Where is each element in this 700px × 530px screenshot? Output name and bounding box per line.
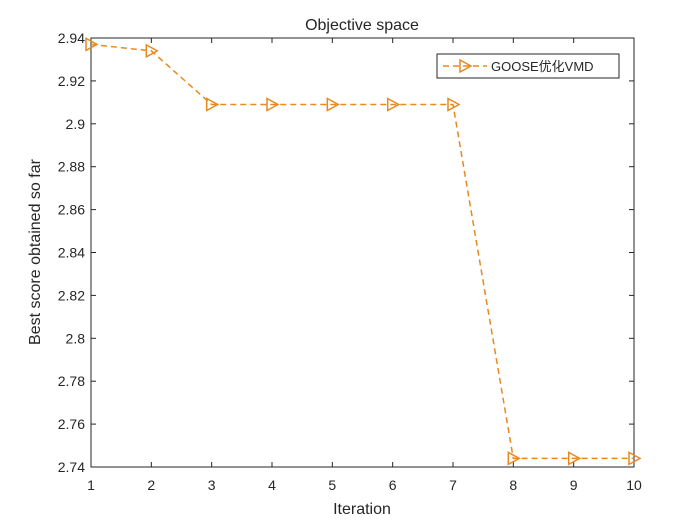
y-tick-label: 2.86 (58, 202, 85, 218)
y-tick-label: 2.74 (58, 459, 85, 475)
data-point-marker (628, 451, 642, 466)
x-tick-label: 9 (570, 477, 578, 493)
plot-area (90, 37, 635, 468)
chart-title: Objective space (305, 17, 419, 34)
y-tick-label: 2.9 (66, 116, 86, 132)
y-tick-label: 2.76 (58, 416, 85, 432)
x-tick-label: 1 (87, 477, 95, 493)
x-tick-label: 3 (208, 477, 216, 493)
x-tick-label: 6 (389, 477, 397, 493)
data-point-marker (447, 97, 461, 112)
x-tick-label: 2 (147, 477, 155, 493)
data-point-marker (205, 97, 220, 112)
y-tick-label: 2.92 (58, 73, 85, 89)
data-point-marker (567, 451, 582, 466)
y-tick-label: 2.78 (58, 373, 85, 389)
x-axis: 1 2 3 4 5 6 7 8 9 10 (87, 38, 642, 493)
data-point-marker (266, 97, 280, 112)
legend: GOOSE优化VMD (436, 53, 620, 79)
data-point-marker (85, 37, 99, 52)
x-tick-label: 7 (449, 477, 457, 493)
data-point-marker (145, 43, 159, 59)
y-tick-label: 2.82 (58, 287, 85, 303)
series-layer (85, 37, 642, 466)
data-point-marker (507, 451, 521, 466)
x-tick-label: 4 (268, 477, 276, 493)
x-tick-label: 8 (509, 477, 517, 493)
x-tick-label: 10 (626, 477, 642, 493)
y-axis: 2.74 2.76 2.78 2.8 2.82 2.84 2.86 2.88 2.9 2.92 2.… (58, 30, 634, 475)
data-point-marker (386, 97, 401, 112)
y-tick-label: 2.84 (58, 245, 85, 261)
x-tick-label: 5 (328, 477, 336, 493)
series-line (90, 43, 634, 460)
legend-label: GOOSE优化VMD (491, 59, 594, 74)
y-axis-title: Best score obtained so far (27, 158, 44, 345)
y-tick-label: 2.94 (58, 30, 85, 46)
legend-marker (459, 58, 473, 74)
y-tick-label: 2.8 (66, 330, 86, 346)
data-point-marker (326, 97, 340, 112)
y-tick-label: 2.88 (58, 159, 85, 175)
x-axis-title: Iteration (333, 501, 391, 518)
